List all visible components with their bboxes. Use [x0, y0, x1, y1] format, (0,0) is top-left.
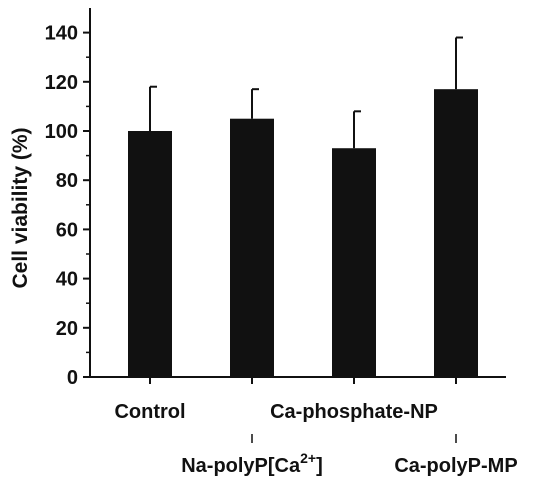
- y-tick-label: 60: [56, 219, 78, 241]
- bar: [128, 131, 172, 377]
- bar: [230, 118, 274, 377]
- y-tick-label: 40: [56, 269, 78, 291]
- y-tick-label: 0: [67, 367, 78, 389]
- x-tick-label: Ca-polyP-MP: [394, 455, 517, 477]
- y-tick-label: 100: [45, 121, 78, 143]
- y-tick-label: 120: [45, 72, 78, 94]
- y-tick-label: 80: [56, 170, 78, 192]
- bar: [434, 89, 478, 378]
- x-tick-label: Ca-phosphate-NP: [270, 401, 438, 423]
- x-tick-label: Na-polyP[Ca2+]: [181, 450, 323, 477]
- x-tick-label: Control: [114, 401, 185, 423]
- y-tick-label: 140: [45, 23, 78, 45]
- labels: 0 20 40 60 80 100 120 140 Control Na-polyP[Ca2+] C…: [45, 23, 518, 477]
- y-tick-label: 20: [56, 318, 78, 340]
- y-axis-label: Cell viability (%): [9, 127, 32, 288]
- bar: [332, 148, 376, 377]
- bars: [128, 36, 478, 378]
